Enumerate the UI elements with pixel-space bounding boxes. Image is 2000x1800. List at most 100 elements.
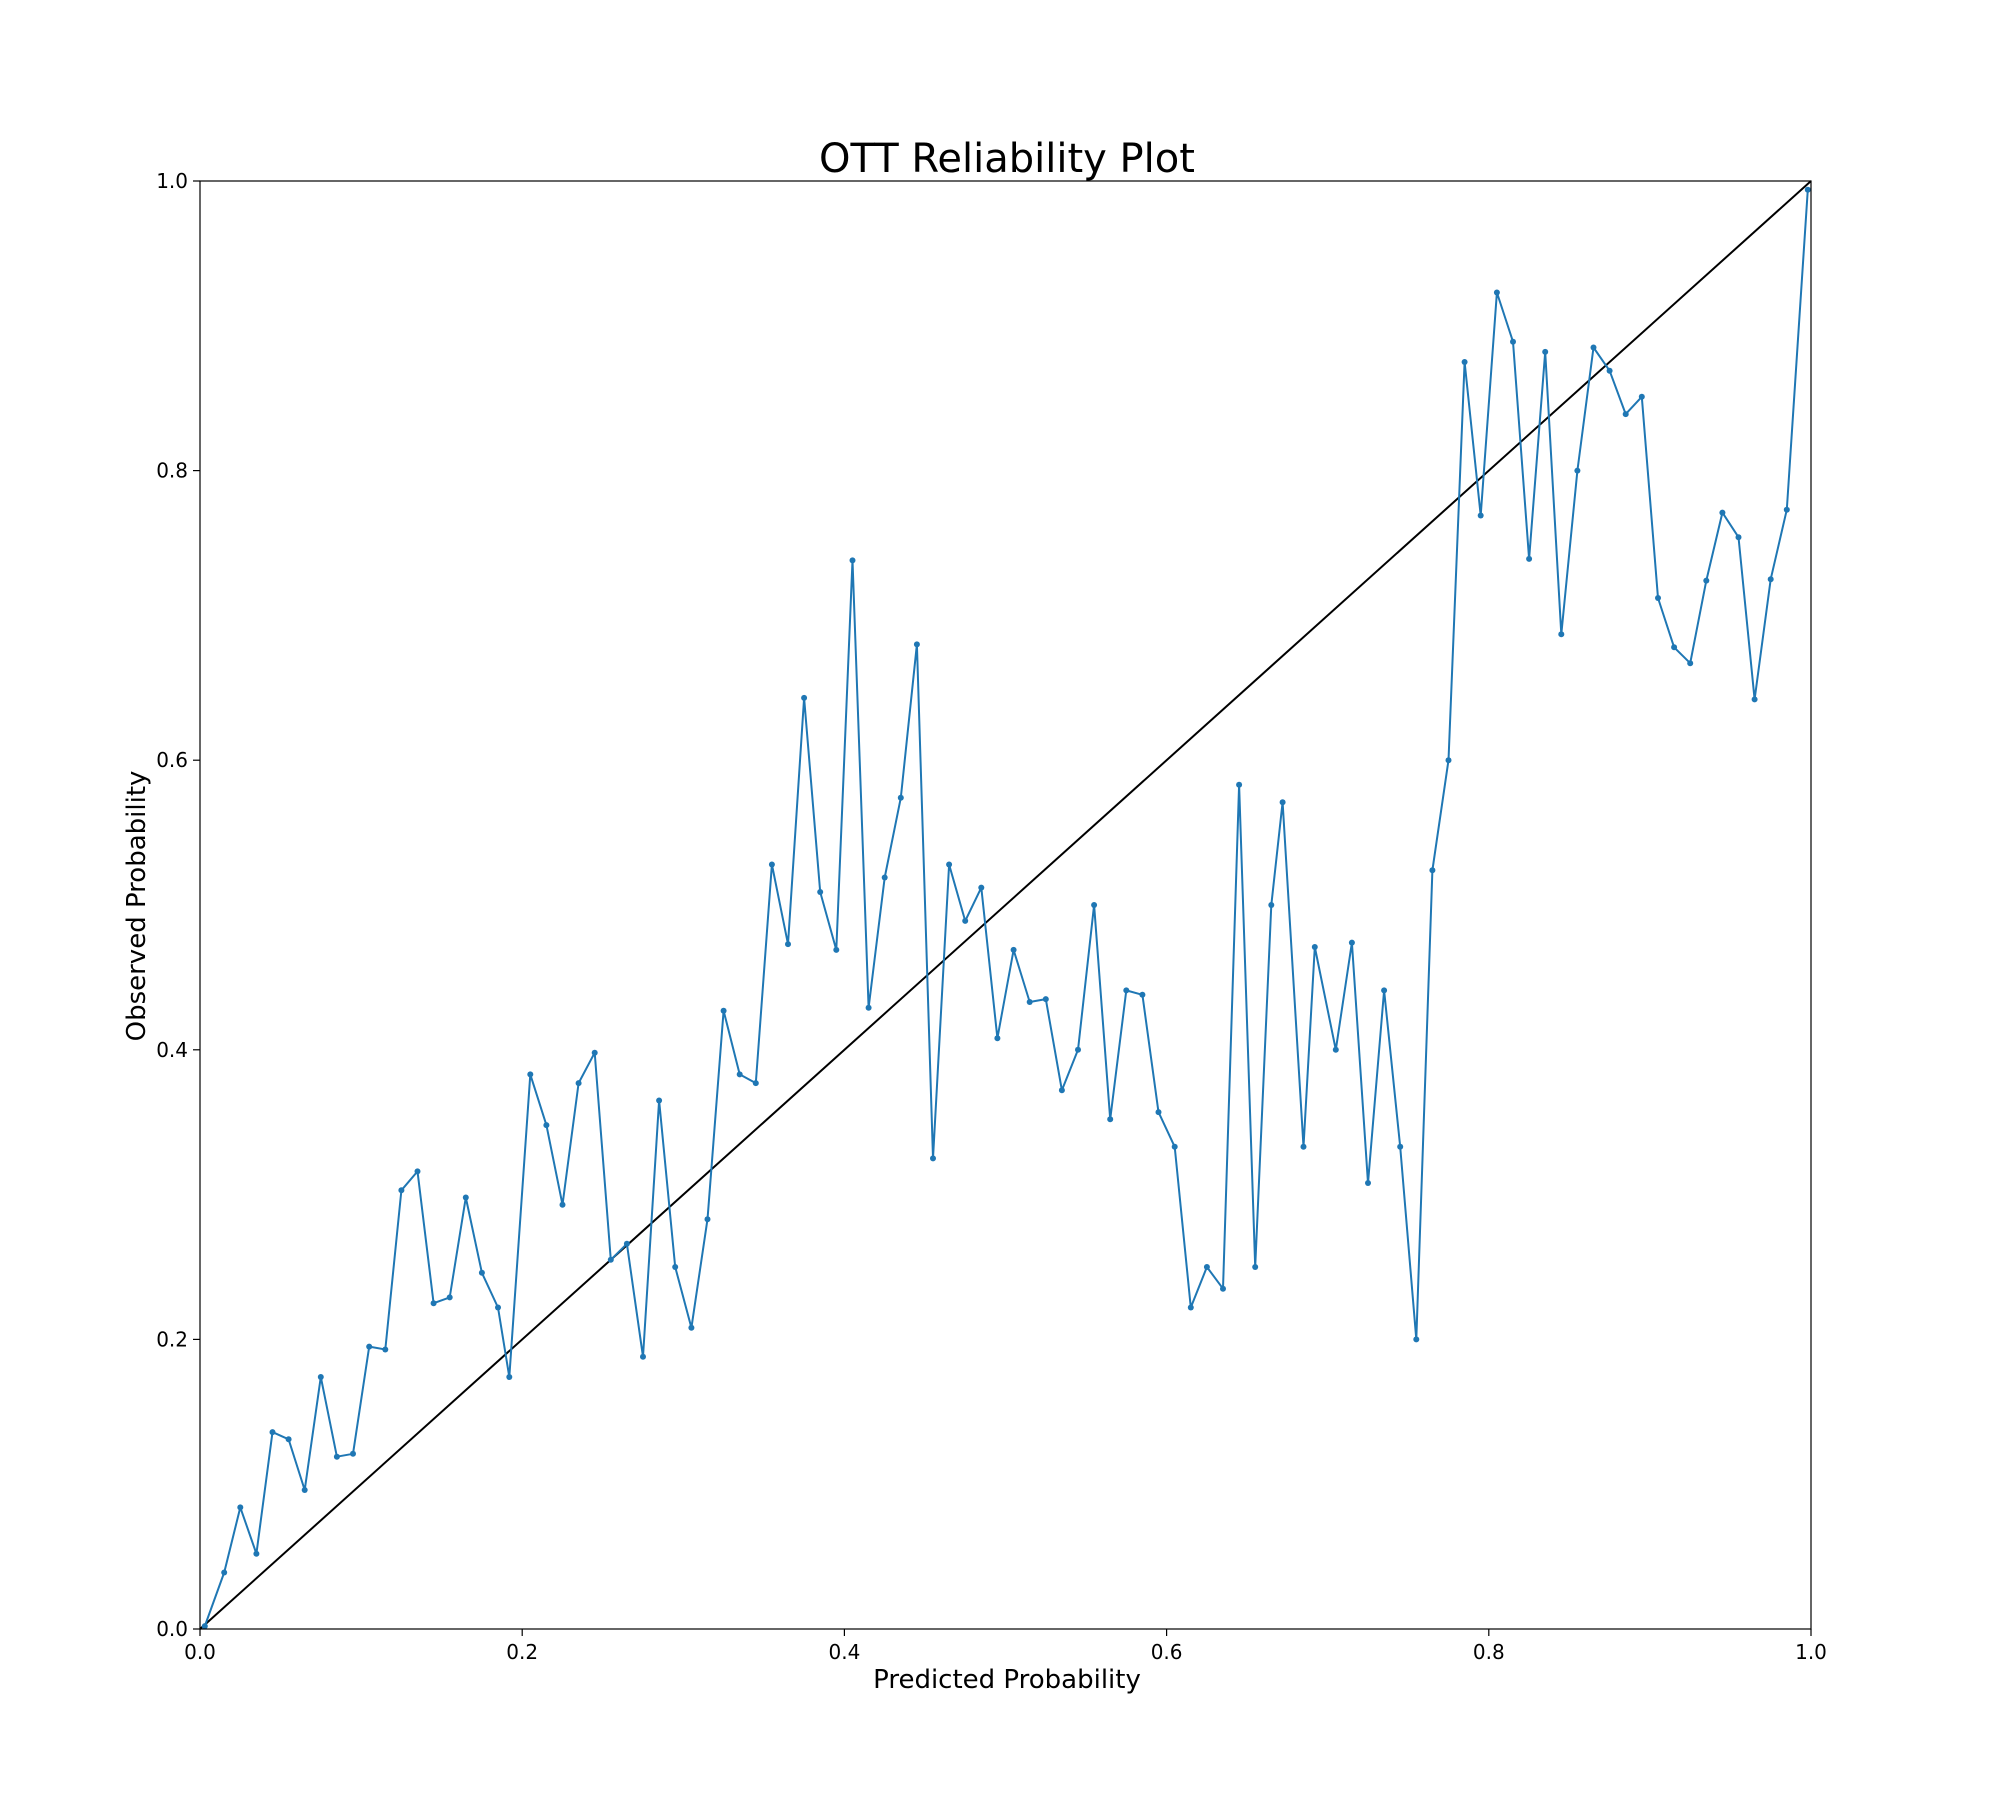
data-point [1268,902,1275,908]
data-point [720,1007,727,1014]
y-tick-label: 0.4 [156,1038,188,1062]
data-point [269,1429,276,1436]
data-point [430,1300,437,1307]
data-point [1348,939,1355,946]
observed-line [203,189,1809,1627]
data-point [350,1450,356,1457]
data-point [1804,186,1811,193]
data-point [1461,359,1468,365]
data-point [414,1168,421,1175]
x-tick-label: 1.0 [1795,1640,1827,1664]
data-point [1622,411,1629,418]
data-point [1091,902,1098,908]
data-point [253,1550,260,1557]
data-point [768,861,775,868]
data-point [1429,867,1436,874]
data-point [575,1080,582,1087]
data-point [1365,1180,1371,1186]
data-point [1735,534,1742,541]
data-point [1155,1109,1162,1116]
data-point [1719,509,1726,516]
data-point [1107,1116,1114,1123]
data-point [1332,1046,1339,1053]
y-tick-label: 1.0 [156,169,188,193]
data-point [495,1304,501,1311]
x-tick-label: 0.4 [828,1640,860,1664]
data-point [1058,1087,1065,1094]
data-point [1010,946,1017,953]
data-point [506,1374,513,1380]
axis-ticks: 0.0 0.2 0.4 0.6 0.8 1.0 0.0 0.2 0.4 0.6 0.8 1.0 [156,169,1827,1664]
data-point [833,946,840,953]
data-point [994,1035,1001,1042]
data-point [221,1569,228,1576]
diagonal-line [199,180,1812,1630]
data-point [978,884,985,891]
x-tick-label: 0.6 [1151,1640,1183,1664]
data-point [1203,1264,1210,1270]
data-point [1767,576,1774,583]
data-point [1252,1264,1259,1270]
data-point [446,1294,453,1301]
data-point [688,1324,695,1331]
data-point [930,1155,936,1162]
data-point [656,1097,663,1104]
data-point [704,1216,711,1223]
data-point [1397,1143,1404,1150]
plot-area [199,180,1812,1630]
data-point [201,1623,208,1630]
y-tick-label: 0.8 [156,459,188,483]
series-observed [201,186,1811,1630]
data-point [1300,1143,1307,1150]
data-point [1655,595,1661,601]
data-point [1311,944,1318,950]
data-point [865,1004,872,1011]
series-perfect-calibration [199,180,1812,1630]
data-point [607,1256,614,1263]
data-point [1187,1304,1194,1311]
data-point [543,1122,550,1129]
data-point [1687,660,1694,667]
data-point [1638,393,1645,400]
data-point [1526,555,1533,562]
data-point [817,889,824,895]
data-point [1075,1046,1081,1053]
x-axis-label: Predicted Probability [873,1665,1141,1695]
data-point [1220,1285,1226,1292]
data-point [1236,781,1243,788]
data-point [398,1187,405,1194]
data-point [785,941,791,948]
data-point [1671,644,1678,651]
data-point [946,861,953,868]
data-point [591,1049,598,1056]
data-point [1381,987,1388,994]
data-point [478,1269,485,1276]
data-point [1558,631,1565,638]
data-point [1413,1336,1420,1343]
data-point [736,1071,743,1078]
data-point [317,1374,324,1380]
data-point [623,1240,630,1247]
x-tick-label: 0.2 [506,1640,538,1664]
data-point [1510,338,1516,345]
data-point [1171,1143,1178,1150]
data-point [559,1201,566,1208]
data-point [1574,467,1581,474]
data-point [1279,799,1286,806]
y-tick-label: 0.6 [156,748,188,772]
y-axis-label: Observed Probability [122,771,152,1042]
plot-frame [199,180,1812,1630]
data-point [881,874,888,881]
data-point [640,1353,646,1360]
data-point [897,794,904,801]
data-point [672,1264,679,1270]
data-point [237,1504,244,1511]
data-point [849,557,856,564]
chart-title: OTT Reliability Plot [819,136,1195,182]
data-point [462,1194,469,1201]
data-point [333,1453,340,1460]
data-point [366,1343,373,1350]
x-tick-label: 0.8 [1473,1640,1505,1664]
data-point [382,1346,389,1353]
